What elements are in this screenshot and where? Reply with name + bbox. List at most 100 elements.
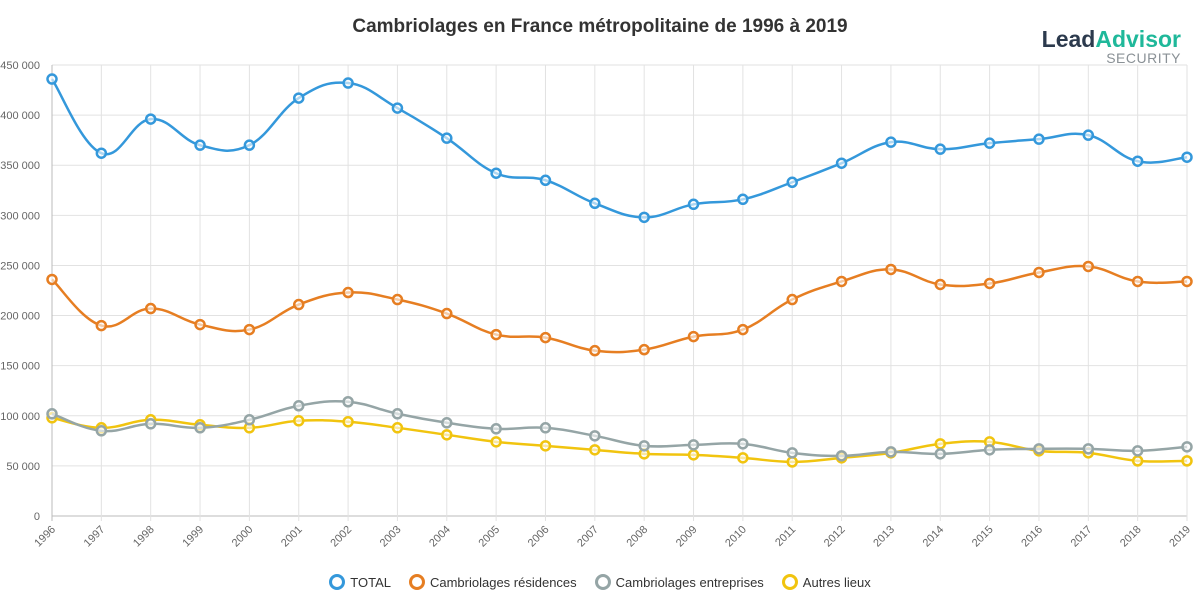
data-point (539, 422, 552, 434)
data-point (144, 113, 157, 125)
legend-item[interactable]: Cambriolages résidences (408, 574, 577, 590)
data-point (1033, 133, 1045, 145)
x-tick-label: 2001 (279, 524, 305, 550)
data-point (391, 293, 404, 306)
legend-label: TOTAL (350, 574, 391, 590)
data-point (737, 193, 749, 206)
data-point (934, 448, 947, 460)
legend-item[interactable]: Autres lieux (781, 574, 871, 590)
x-tick-label: 1998 (131, 524, 157, 550)
data-point (194, 139, 206, 151)
y-tick-label: 250 000 (0, 260, 40, 272)
data-point (934, 278, 947, 291)
data-point (391, 102, 404, 114)
data-point (983, 444, 996, 456)
data-point (1131, 155, 1144, 167)
x-tick-label: 2009 (674, 524, 700, 550)
data-point (589, 430, 601, 442)
data-point (885, 136, 897, 148)
data-point (885, 263, 897, 276)
x-tick-label: 2007 (575, 524, 601, 550)
x-tick-label: 2011 (773, 524, 798, 549)
data-point (391, 408, 404, 420)
x-tick-label: 2003 (378, 524, 404, 550)
data-point (1082, 443, 1095, 455)
y-tick-label: 400 000 (0, 110, 40, 122)
legend-label: Autres lieux (802, 574, 871, 590)
data-point (1033, 266, 1045, 279)
series-autres-lieux (46, 412, 1193, 468)
series-line (51, 264, 1188, 354)
x-tick-label: 2010 (723, 524, 749, 550)
data-point (589, 197, 601, 210)
data-point (441, 429, 453, 441)
legend-swatch-icon (594, 574, 611, 590)
data-point (490, 328, 502, 341)
data-point (243, 323, 256, 336)
y-tick-label: 150 000 (0, 361, 40, 373)
data-point (144, 418, 157, 430)
legend-item[interactable]: Cambriolages entreprises (594, 574, 764, 590)
data-point (1082, 260, 1095, 273)
x-tick-label: 2006 (526, 524, 552, 550)
x-tick-label: 1997 (82, 524, 108, 550)
chart-title: Cambriolages en France métropolitaine de… (352, 16, 848, 37)
x-tick-label: 2000 (230, 524, 256, 550)
data-point (786, 456, 798, 468)
series-cambriolages-entreprises (46, 395, 1193, 462)
x-tick-label: 1996 (32, 524, 58, 550)
x-tick-label: 2002 (328, 524, 354, 550)
data-point (1181, 455, 1193, 467)
y-tick-label: 350 000 (0, 160, 40, 172)
data-point (983, 277, 996, 290)
leadadvisor-logo: LeadAdvisor SECURITY (1042, 27, 1181, 65)
data-point (737, 452, 749, 464)
data-point (243, 414, 256, 426)
data-point (292, 298, 305, 311)
legend-label: Cambriolages résidences (429, 574, 577, 590)
data-point (441, 417, 453, 429)
legend: TOTAL Cambriolages résidences Cambriolages… (0, 574, 1200, 590)
x-tick-label: 2016 (1019, 524, 1045, 550)
data-point (638, 343, 650, 356)
data-point (687, 449, 700, 461)
data-point (638, 440, 650, 452)
data-point (342, 395, 354, 408)
data-point (95, 425, 108, 437)
data-point (441, 132, 453, 144)
data-point (292, 415, 305, 427)
x-tick-label: 2014 (921, 524, 947, 550)
x-tick-label: 2019 (1167, 524, 1193, 550)
data-point (835, 450, 848, 462)
data-point (391, 422, 404, 434)
x-tick-label: 2008 (624, 524, 650, 550)
data-point (934, 143, 947, 155)
data-point (786, 447, 798, 459)
data-point (46, 273, 58, 286)
legend-swatch-icon (329, 574, 346, 590)
y-tick-label: 300 000 (0, 210, 40, 222)
data-point (539, 440, 552, 452)
y-tick-label: 100 000 (0, 411, 40, 423)
data-point (786, 176, 798, 189)
logo-advisor: Advisor (1095, 26, 1181, 52)
x-tick-label: 2015 (970, 524, 996, 550)
data-point (737, 323, 749, 336)
data-point (95, 147, 108, 159)
data-point (1181, 441, 1193, 453)
x-tick-label: 2018 (1118, 524, 1144, 550)
x-tick-label: 2017 (1069, 524, 1095, 550)
data-point (1131, 455, 1144, 467)
data-point (1181, 151, 1193, 163)
legend-item[interactable]: TOTAL (329, 574, 391, 590)
data-point (194, 318, 206, 331)
x-tick-label: 2013 (871, 524, 897, 550)
data-point (441, 307, 453, 320)
x-tick-label: 2012 (822, 524, 848, 550)
logo-sub: SECURITY (1106, 50, 1181, 66)
data-point (46, 73, 58, 85)
legend-swatch-icon (408, 574, 425, 590)
data-point (342, 416, 354, 428)
data-point (292, 92, 305, 104)
